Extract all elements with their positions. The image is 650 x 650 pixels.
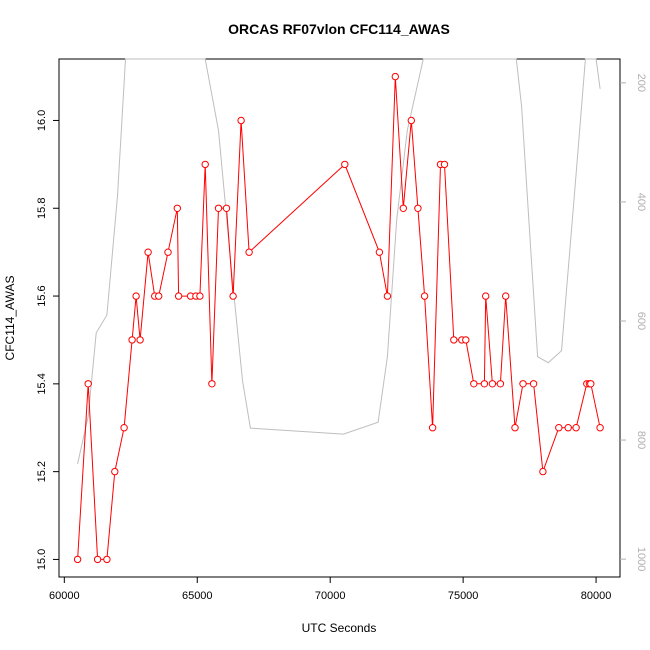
data-point [173, 204, 182, 213]
data-point [341, 160, 349, 169]
y-axis: 15.0 15.2 15.4 15.6 15.8 16.0 [36, 110, 59, 570]
data-point [237, 116, 245, 125]
data-point [496, 380, 505, 388]
data-point [120, 424, 128, 432]
data-point [155, 292, 163, 300]
x-tick-label: 80000 [581, 590, 612, 602]
data-point [84, 380, 92, 388]
chart-title: ORCAS RF07vlon CFC114_AWAS [228, 21, 450, 37]
x-axis: 60000 65000 70000 75000 80000 [49, 577, 611, 602]
data-point [93, 555, 102, 564]
data-point [587, 380, 595, 388]
y2-tick-label: 800 [635, 431, 647, 449]
data-point [420, 292, 429, 300]
plot-area [58, 58, 621, 578]
data-point [428, 424, 437, 432]
series-secondary-polyline [77, 58, 601, 465]
data-point [572, 424, 580, 432]
data-point [502, 292, 510, 300]
y-tick-label: 15.0 [36, 549, 48, 570]
data-point [214, 204, 223, 213]
data-point [222, 204, 231, 213]
data-point [208, 380, 216, 388]
data-point [201, 160, 209, 169]
data-point [511, 424, 519, 432]
y2-tick-label: 1000 [635, 547, 647, 571]
data-point [164, 248, 172, 256]
data-point [383, 292, 392, 300]
y-axis-label: CFC114_AWAS [3, 276, 17, 361]
data-point [128, 336, 136, 344]
y-tick-label: 16.0 [36, 110, 48, 131]
data-point [596, 424, 604, 432]
data-point [111, 467, 119, 476]
data-point [414, 204, 422, 213]
data-point [144, 248, 152, 256]
data-point [539, 467, 547, 476]
data-point [196, 292, 204, 300]
data-point [375, 248, 384, 256]
data-point [407, 116, 415, 125]
data-point [136, 336, 144, 344]
data-point [482, 292, 490, 300]
x-tick-label: 60000 [49, 590, 80, 602]
data-point [529, 380, 538, 388]
series-secondary-line [77, 58, 601, 465]
data-point [440, 160, 449, 169]
data-point [470, 380, 478, 388]
data-point [555, 424, 563, 432]
y-tick-label: 15.4 [36, 373, 48, 394]
y-tick-label: 15.6 [36, 285, 48, 306]
y2-tick-label: 600 [635, 312, 647, 330]
data-point [450, 336, 458, 344]
data-point [564, 424, 572, 432]
data-point [132, 292, 140, 300]
y2-tick-label: 200 [635, 74, 647, 92]
data-point [174, 292, 183, 300]
data-point [245, 248, 253, 256]
y2-tick-label: 400 [635, 193, 647, 211]
x-tick-label: 65000 [182, 590, 213, 602]
y-tick-label: 15.2 [36, 461, 48, 482]
data-point [519, 380, 527, 388]
data-point [462, 336, 470, 344]
data-point [488, 380, 497, 388]
data-point [399, 204, 407, 213]
x-axis-label: UTC Seconds [302, 621, 377, 635]
data-point [480, 380, 489, 388]
data-point [391, 72, 399, 81]
x-tick-label: 70000 [315, 590, 346, 602]
x-tick-label: 75000 [448, 590, 479, 602]
series-main-line [77, 76, 601, 560]
y2-axis: 200 400 600 800 1000 [620, 74, 647, 571]
y-tick-label: 15.8 [36, 198, 48, 219]
data-point [229, 292, 237, 300]
data-point [73, 555, 82, 564]
series-main [73, 72, 604, 564]
data-point [103, 555, 111, 564]
